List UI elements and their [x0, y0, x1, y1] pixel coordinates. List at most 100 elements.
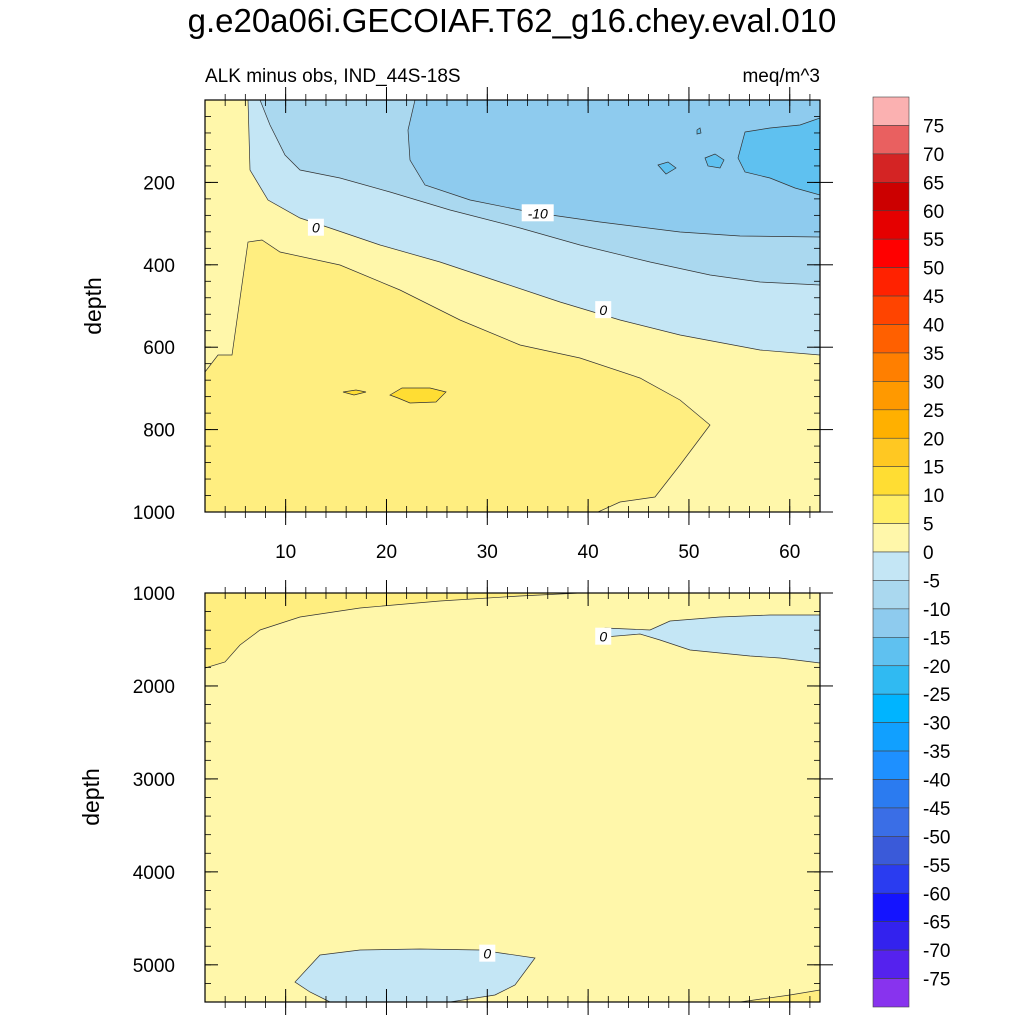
colorbar-swatch	[872, 608, 910, 638]
colorbar-swatch	[872, 324, 910, 354]
colorbar-swatch	[872, 466, 910, 496]
contour-label-bg	[479, 944, 496, 962]
colorbar-label: -5	[923, 571, 940, 592]
colorbar: 757065605550454035302520151050-5-10-15-2…	[872, 96, 950, 1008]
x-tick-label: 60	[779, 542, 800, 563]
colorbar-label: 75	[923, 116, 944, 137]
colorbar-swatch	[872, 381, 910, 411]
x-tick-label: 40	[578, 542, 599, 563]
upper-region-m15-m20-a	[737, 117, 820, 196]
colorbar-label: -75	[923, 970, 950, 991]
contour-label: 0	[312, 220, 320, 236]
colorbar-label: 55	[923, 230, 944, 251]
colorbar-label: 70	[923, 145, 944, 166]
variable-label: ALK minus obs, IND_44S-18S	[205, 66, 461, 87]
upper-region-m15-m20-b	[704, 153, 725, 169]
colorbar-swatch	[872, 665, 910, 695]
y-tick-label: 1000	[133, 584, 175, 605]
colorbar-swatch	[872, 864, 910, 894]
colorbar-label: 20	[923, 429, 944, 450]
y-tick-label: 800	[143, 421, 175, 442]
y-tick-label: 5000	[133, 956, 175, 977]
upper-ylabel: depth	[80, 277, 106, 335]
colorbar-swatch	[872, 921, 910, 951]
colorbar-swatch	[872, 409, 910, 439]
colorbar-label: -20	[923, 657, 950, 678]
upper-region-5-10	[205, 239, 711, 512]
colorbar-swatch	[872, 750, 910, 780]
colorbar-label: 10	[923, 486, 944, 507]
colorbar-label: 50	[923, 259, 944, 280]
upper-panel: 200 400 600 800 1000 10 20 30 40 50 60 0 -10 0	[133, 87, 833, 563]
colorbar-label: -65	[923, 913, 950, 934]
colorbar-swatch	[872, 295, 910, 325]
chart-title: g.e20a06i.GECOIAF.T62_g16.chey.eval.010	[187, 2, 837, 39]
colorbar-label: 30	[923, 372, 944, 393]
y-tick-label: 400	[143, 256, 175, 277]
colorbar-label: -15	[923, 628, 950, 649]
colorbar-swatch	[872, 836, 910, 866]
upper-region-10-15-b	[342, 389, 367, 396]
x-tick-label: 30	[477, 542, 498, 563]
colorbar-swatch	[872, 238, 910, 268]
colorbar-label: -70	[923, 941, 950, 962]
colorbar-swatch	[872, 125, 910, 155]
lower-ylabel: depth	[78, 768, 104, 826]
contour-label-bg	[595, 627, 612, 645]
colorbar-label: -35	[923, 742, 950, 763]
lower-region-5-10	[205, 593, 581, 669]
colorbar-label: 65	[923, 173, 944, 194]
colorbar-swatch	[872, 949, 910, 979]
lower-region-5-10-b	[739, 989, 820, 1002]
colorbar-label: -45	[923, 799, 950, 820]
y-tick-label: 4000	[133, 863, 175, 884]
y-tick-label: 2000	[133, 677, 175, 698]
colorbar-swatch	[872, 523, 910, 553]
colorbar-label: 5	[923, 515, 934, 536]
upper-region-m15-m20-c	[657, 161, 677, 175]
colorbar-swatch	[872, 210, 910, 240]
units-label: meq/m^3	[742, 66, 820, 87]
colorbar-swatch	[872, 580, 910, 610]
colorbar-swatch	[872, 494, 910, 524]
colorbar-swatch	[872, 722, 910, 752]
colorbar-label: 40	[923, 316, 944, 337]
x-tick-label: 50	[678, 542, 699, 563]
colorbar-label: -30	[923, 714, 950, 735]
colorbar-label: -50	[923, 827, 950, 848]
upper-plot-frame	[204, 99, 821, 513]
lower-region-0-m5-b	[294, 948, 536, 1002]
colorbar-label: -40	[923, 771, 950, 792]
colorbar-label: 45	[923, 287, 944, 308]
colorbar-label: 60	[923, 202, 944, 223]
contour-label: 0	[599, 629, 607, 645]
colorbar-swatch	[872, 96, 910, 126]
colorbar-label: -60	[923, 884, 950, 905]
y-tick-label: 200	[143, 173, 175, 194]
contour-label: -10	[528, 205, 548, 221]
colorbar-label: -10	[923, 600, 950, 621]
y-tick-label: 1000	[133, 503, 175, 524]
colorbar-swatch	[872, 978, 910, 1008]
y-tick-label: 3000	[133, 770, 175, 791]
colorbar-label: 15	[923, 458, 944, 479]
colorbar-swatch	[872, 153, 910, 183]
colorbar-swatch	[872, 807, 910, 837]
lower-panel: 1000 2000 3000 4000 5000 0 0	[133, 580, 833, 1015]
upper-region-m15-m20-d	[696, 127, 702, 135]
colorbar-label: 35	[923, 344, 944, 365]
colorbar-label: -25	[923, 685, 950, 706]
y-tick-label: 600	[143, 338, 175, 359]
x-tick-label: 10	[275, 542, 296, 563]
contour-label-bg	[521, 204, 554, 222]
contour-label: 0	[599, 302, 607, 318]
lower-field-0-5	[205, 593, 820, 1002]
colorbar-swatch	[872, 779, 910, 809]
upper-region-m10-m15	[407, 100, 820, 238]
colorbar-swatch	[872, 267, 910, 297]
lower-region-0-m5-a	[604, 614, 820, 664]
upper-region-10-15-a	[389, 387, 447, 404]
contour-label-bg	[595, 301, 612, 319]
colorbar-label: -55	[923, 856, 950, 877]
